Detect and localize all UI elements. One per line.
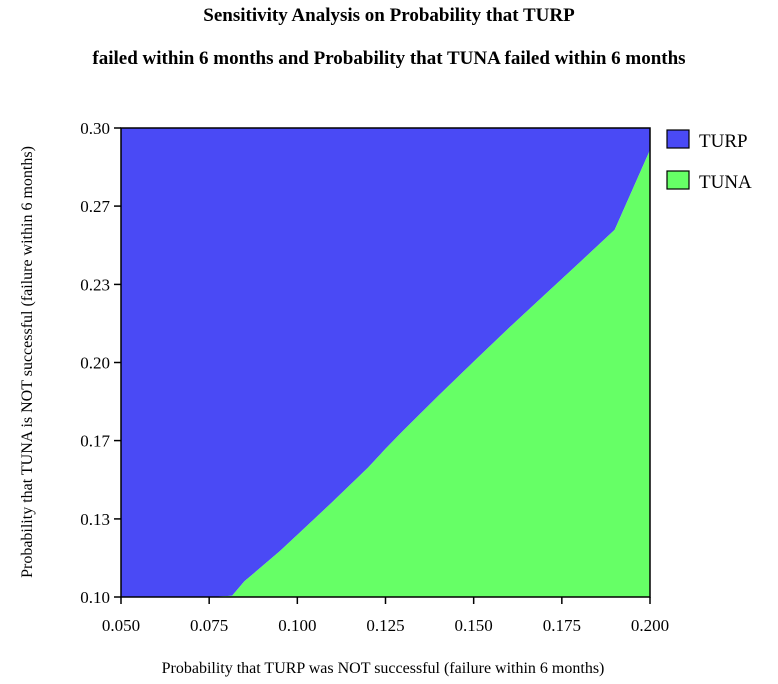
legend-label-turp: TURP: [699, 131, 748, 152]
y-tick-label: 0.30: [80, 119, 110, 138]
tuna-region: [121, 150, 650, 597]
legend-swatch-tuna: [666, 170, 690, 190]
x-tick-label: 0.200: [631, 616, 669, 635]
y-tick-label: 0.27: [80, 197, 110, 216]
legend-item-tuna: TUNA: [666, 170, 752, 193]
x-tick-label: 0.125: [366, 616, 404, 635]
chart-title: Sensitivity Analysis on Probability that…: [203, 5, 575, 26]
legend-swatch-turp: [666, 129, 690, 149]
y-axis: 0.10 0.13 0.17 0.20 0.23 0.27 0.30: [80, 119, 121, 607]
chart-subtitle: failed within 6 months and Probability t…: [92, 48, 686, 69]
y-tick-label: 0.10: [80, 588, 110, 607]
x-axis: 0.050 0.075 0.100 0.125 0.150 0.175 0.200: [102, 597, 669, 635]
legend-label-tuna: TUNA: [699, 172, 752, 193]
y-axis-label: Probability that TUNA is NOT successful …: [19, 146, 36, 578]
x-tick-label: 0.100: [278, 616, 316, 635]
turp-region: [121, 128, 650, 597]
x-tick-label: 0.150: [455, 616, 493, 635]
y-tick-label: 0.13: [80, 510, 110, 529]
y-tick-label: 0.17: [80, 432, 110, 451]
x-tick-label: 0.050: [102, 616, 140, 635]
legend: TURP TUNA: [666, 129, 752, 193]
x-axis-label: Probability that TURP was NOT successful…: [162, 660, 605, 677]
x-tick-label: 0.075: [190, 616, 228, 635]
x-tick-label: 0.175: [543, 616, 581, 635]
y-tick-label: 0.20: [80, 354, 110, 373]
y-tick-label: 0.23: [80, 275, 110, 294]
plot-area: [120, 127, 651, 598]
legend-item-turp: TURP: [666, 129, 748, 152]
